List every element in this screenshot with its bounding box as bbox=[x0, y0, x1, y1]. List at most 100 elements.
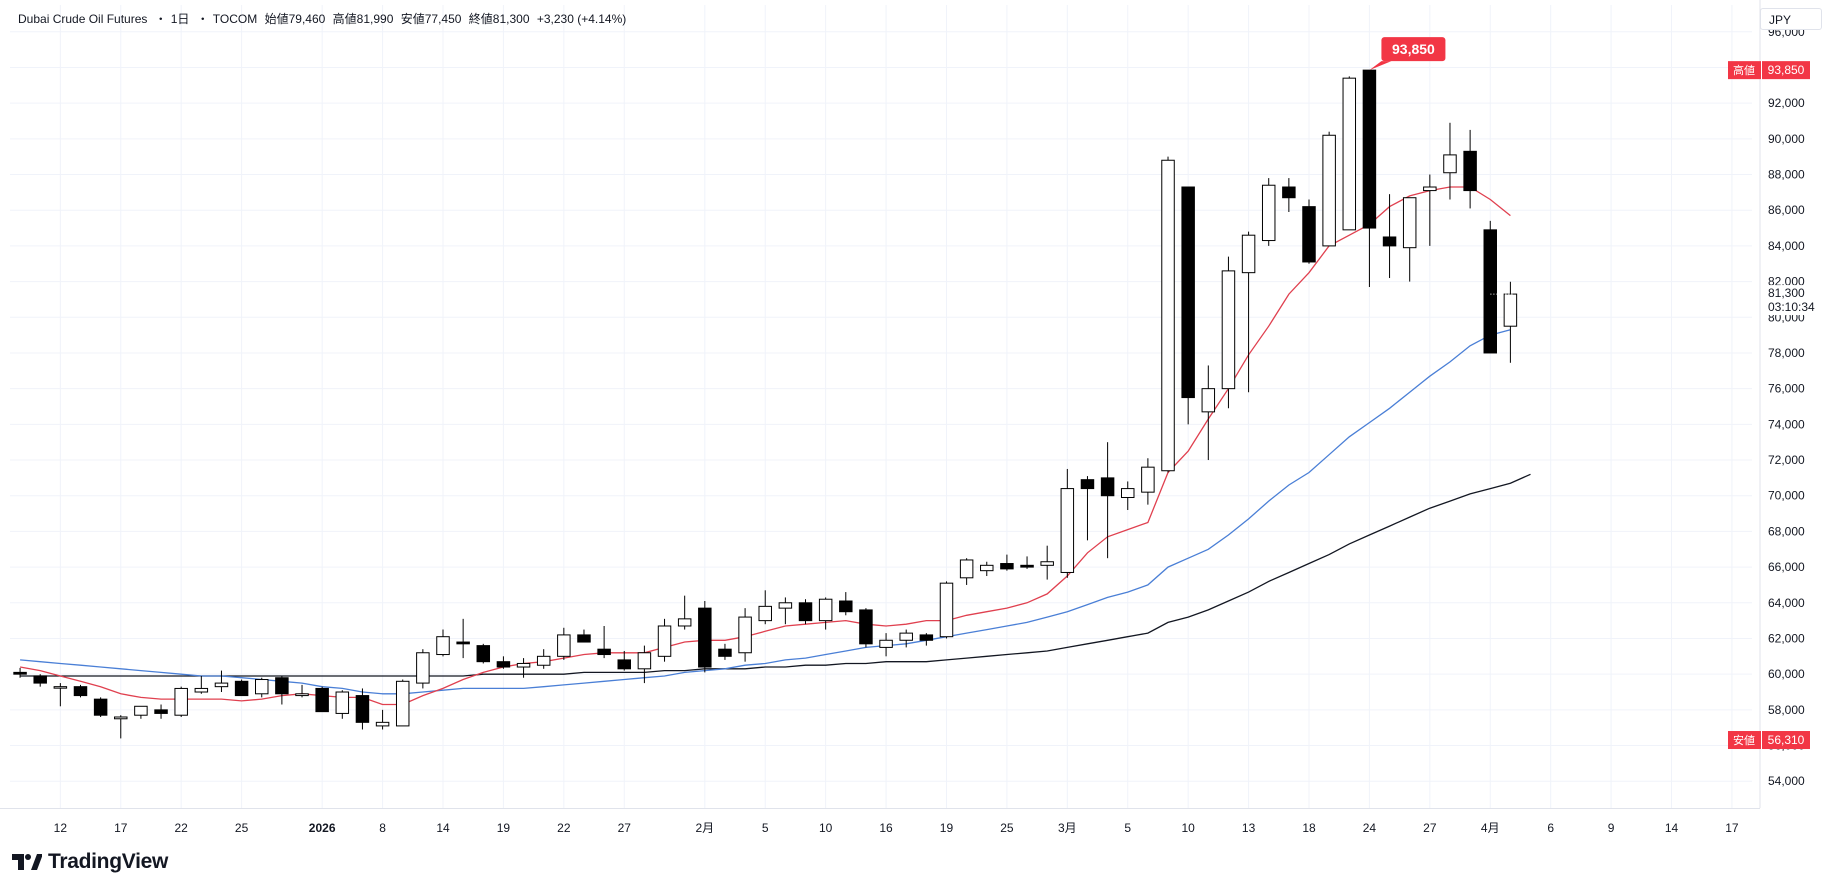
candle bbox=[657, 618, 672, 662]
candle-up bbox=[1241, 234, 1256, 274]
candle bbox=[1402, 197, 1417, 282]
candle bbox=[375, 709, 390, 730]
candle-down bbox=[234, 680, 249, 697]
candle-down bbox=[577, 634, 591, 643]
x-tick-label: 12 bbox=[54, 821, 68, 835]
candle-down bbox=[1282, 186, 1296, 199]
candle bbox=[859, 608, 873, 648]
candle bbox=[617, 650, 631, 671]
candle bbox=[1302, 199, 1316, 264]
countdown-label: 03:10:34 bbox=[1768, 300, 1815, 314]
candle-up bbox=[758, 605, 772, 622]
candle-down bbox=[93, 698, 108, 716]
candle-up bbox=[1261, 184, 1276, 242]
candle-down bbox=[1483, 229, 1497, 354]
candle-up bbox=[1201, 388, 1216, 413]
x-tick-label: 14 bbox=[436, 821, 450, 835]
currency-button[interactable]: JPY bbox=[1760, 8, 1822, 30]
x-tick-label: 18 bbox=[1302, 821, 1316, 835]
candle bbox=[1100, 442, 1115, 559]
x-tick-label: 10 bbox=[819, 821, 833, 835]
last-price-label: 81,300 bbox=[1768, 286, 1805, 300]
candle-down bbox=[275, 677, 289, 695]
candle bbox=[436, 629, 450, 657]
y-tick-label: 78,000 bbox=[1768, 346, 1805, 360]
candle bbox=[1322, 131, 1336, 247]
y-tick-label: 74,000 bbox=[1768, 417, 1805, 431]
candle-up bbox=[557, 634, 571, 657]
candle bbox=[738, 608, 752, 662]
candle-up bbox=[879, 639, 893, 648]
candle-up bbox=[516, 662, 531, 668]
candle-up bbox=[536, 655, 551, 666]
candle-up bbox=[255, 679, 269, 695]
candle bbox=[1080, 476, 1095, 541]
moving-average-fast bbox=[19, 186, 1511, 706]
candle bbox=[557, 627, 571, 660]
candle bbox=[73, 684, 88, 698]
last-price-badge bbox=[1762, 285, 1812, 316]
candle-up bbox=[114, 716, 128, 720]
candle bbox=[93, 697, 108, 717]
candle-up bbox=[939, 582, 954, 638]
candle-up bbox=[335, 691, 350, 714]
candle-up bbox=[778, 602, 793, 609]
y-tick-label: 72,000 bbox=[1768, 453, 1805, 467]
candle bbox=[335, 690, 350, 719]
candle-up bbox=[980, 564, 994, 572]
candle bbox=[959, 558, 974, 585]
y-tick-label: 64,000 bbox=[1768, 596, 1805, 610]
candle-up bbox=[53, 686, 68, 689]
x-tick-label: 10 bbox=[1181, 821, 1195, 835]
x-tick-label: 27 bbox=[618, 821, 632, 835]
candle-down bbox=[496, 661, 511, 668]
close-label: 終値 bbox=[468, 12, 493, 26]
x-tick-label: 17 bbox=[1725, 821, 1739, 835]
candle bbox=[677, 595, 692, 630]
candle bbox=[53, 683, 68, 707]
low-tag-label: 安値 bbox=[1733, 733, 1755, 747]
candle bbox=[33, 674, 47, 687]
candle bbox=[355, 688, 370, 730]
candle bbox=[637, 645, 652, 684]
candle bbox=[718, 643, 732, 660]
candle bbox=[1040, 545, 1054, 580]
candle bbox=[1342, 76, 1357, 231]
x-tick-label: 6 bbox=[1547, 821, 1554, 835]
candle bbox=[456, 618, 470, 659]
candle-down bbox=[33, 675, 47, 684]
high-tag-label: 高値 bbox=[1733, 63, 1755, 77]
candle-down bbox=[718, 648, 732, 657]
candle-down bbox=[315, 687, 329, 713]
x-tick-label: 25 bbox=[1000, 821, 1014, 835]
y-tick-label: 88,000 bbox=[1768, 168, 1805, 182]
low-tag bbox=[1728, 731, 1761, 750]
candle-down bbox=[1100, 477, 1115, 497]
candle bbox=[255, 677, 269, 698]
candle bbox=[1161, 156, 1175, 473]
candle bbox=[1382, 194, 1397, 279]
candle-up bbox=[295, 693, 309, 697]
candle bbox=[1241, 231, 1256, 393]
peak-callout-pointer bbox=[1369, 61, 1392, 71]
candle-up bbox=[1443, 154, 1457, 174]
x-tick-label: 5 bbox=[762, 821, 769, 835]
candle bbox=[1020, 556, 1034, 569]
candle bbox=[395, 679, 410, 727]
candle bbox=[1121, 481, 1135, 510]
candle bbox=[879, 633, 893, 657]
candle-up bbox=[395, 680, 410, 727]
x-tick-label: 22 bbox=[175, 821, 189, 835]
x-tick-label: 24 bbox=[1363, 821, 1377, 835]
candle-down bbox=[476, 645, 491, 663]
y-tick-label: 58,000 bbox=[1768, 703, 1805, 717]
x-tick-label: 16 bbox=[879, 821, 893, 835]
x-tick-label: 9 bbox=[1608, 821, 1615, 835]
candle-up bbox=[637, 652, 652, 670]
tradingview-logo[interactable]: TradingView bbox=[12, 850, 168, 874]
candle bbox=[980, 561, 994, 577]
candle-down bbox=[73, 686, 88, 697]
